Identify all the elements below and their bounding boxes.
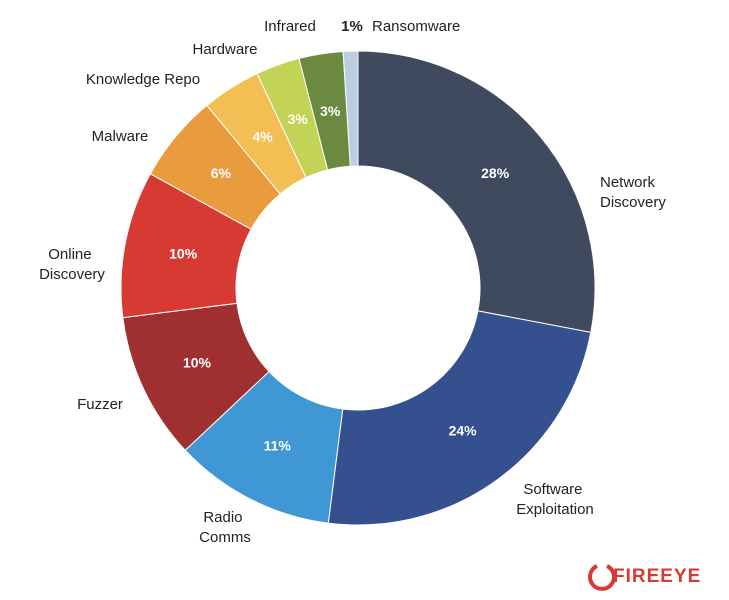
label-line: Exploitation — [516, 501, 594, 518]
slice — [357, 50, 596, 333]
category-label: Malware — [92, 128, 149, 145]
category-label: Online Discovery — [39, 246, 105, 283]
category-label: Knowledge Repo — [86, 71, 200, 88]
logo: FIREEYE — [588, 564, 701, 591]
category-label: Fuzzer — [77, 396, 123, 413]
label-line: Online — [48, 246, 96, 263]
value-label: 28% — [481, 165, 510, 181]
value-label: 6% — [211, 165, 232, 181]
value-label: 11% — [264, 437, 292, 453]
category-label: Network Discovery — [600, 174, 666, 211]
logo-icon — [588, 564, 616, 591]
category-label: Software Exploitation — [516, 481, 594, 518]
value-label: 10% — [169, 245, 198, 261]
slice — [327, 310, 592, 526]
label-line: Radio — [203, 509, 246, 526]
category-label: Ransomware — [372, 18, 460, 35]
label-line: Discovery — [39, 266, 105, 283]
label-line: Discovery — [600, 194, 666, 211]
category-label: Radio Comms — [199, 509, 251, 546]
logo-text: FIREEYE — [613, 566, 701, 587]
category-label: Hardware — [192, 41, 257, 58]
value-label: 24% — [449, 423, 478, 439]
value-label: 1% — [341, 18, 363, 35]
label-line: Network — [600, 174, 659, 191]
category-label: Infrared — [264, 18, 316, 35]
value-label: 4% — [253, 128, 274, 144]
label-line: Comms — [199, 529, 251, 546]
slice — [342, 50, 359, 167]
value-label: 10% — [183, 354, 212, 370]
label-line: Software — [523, 481, 586, 498]
value-label: 3% — [320, 103, 341, 119]
value-label: 3% — [288, 111, 309, 127]
